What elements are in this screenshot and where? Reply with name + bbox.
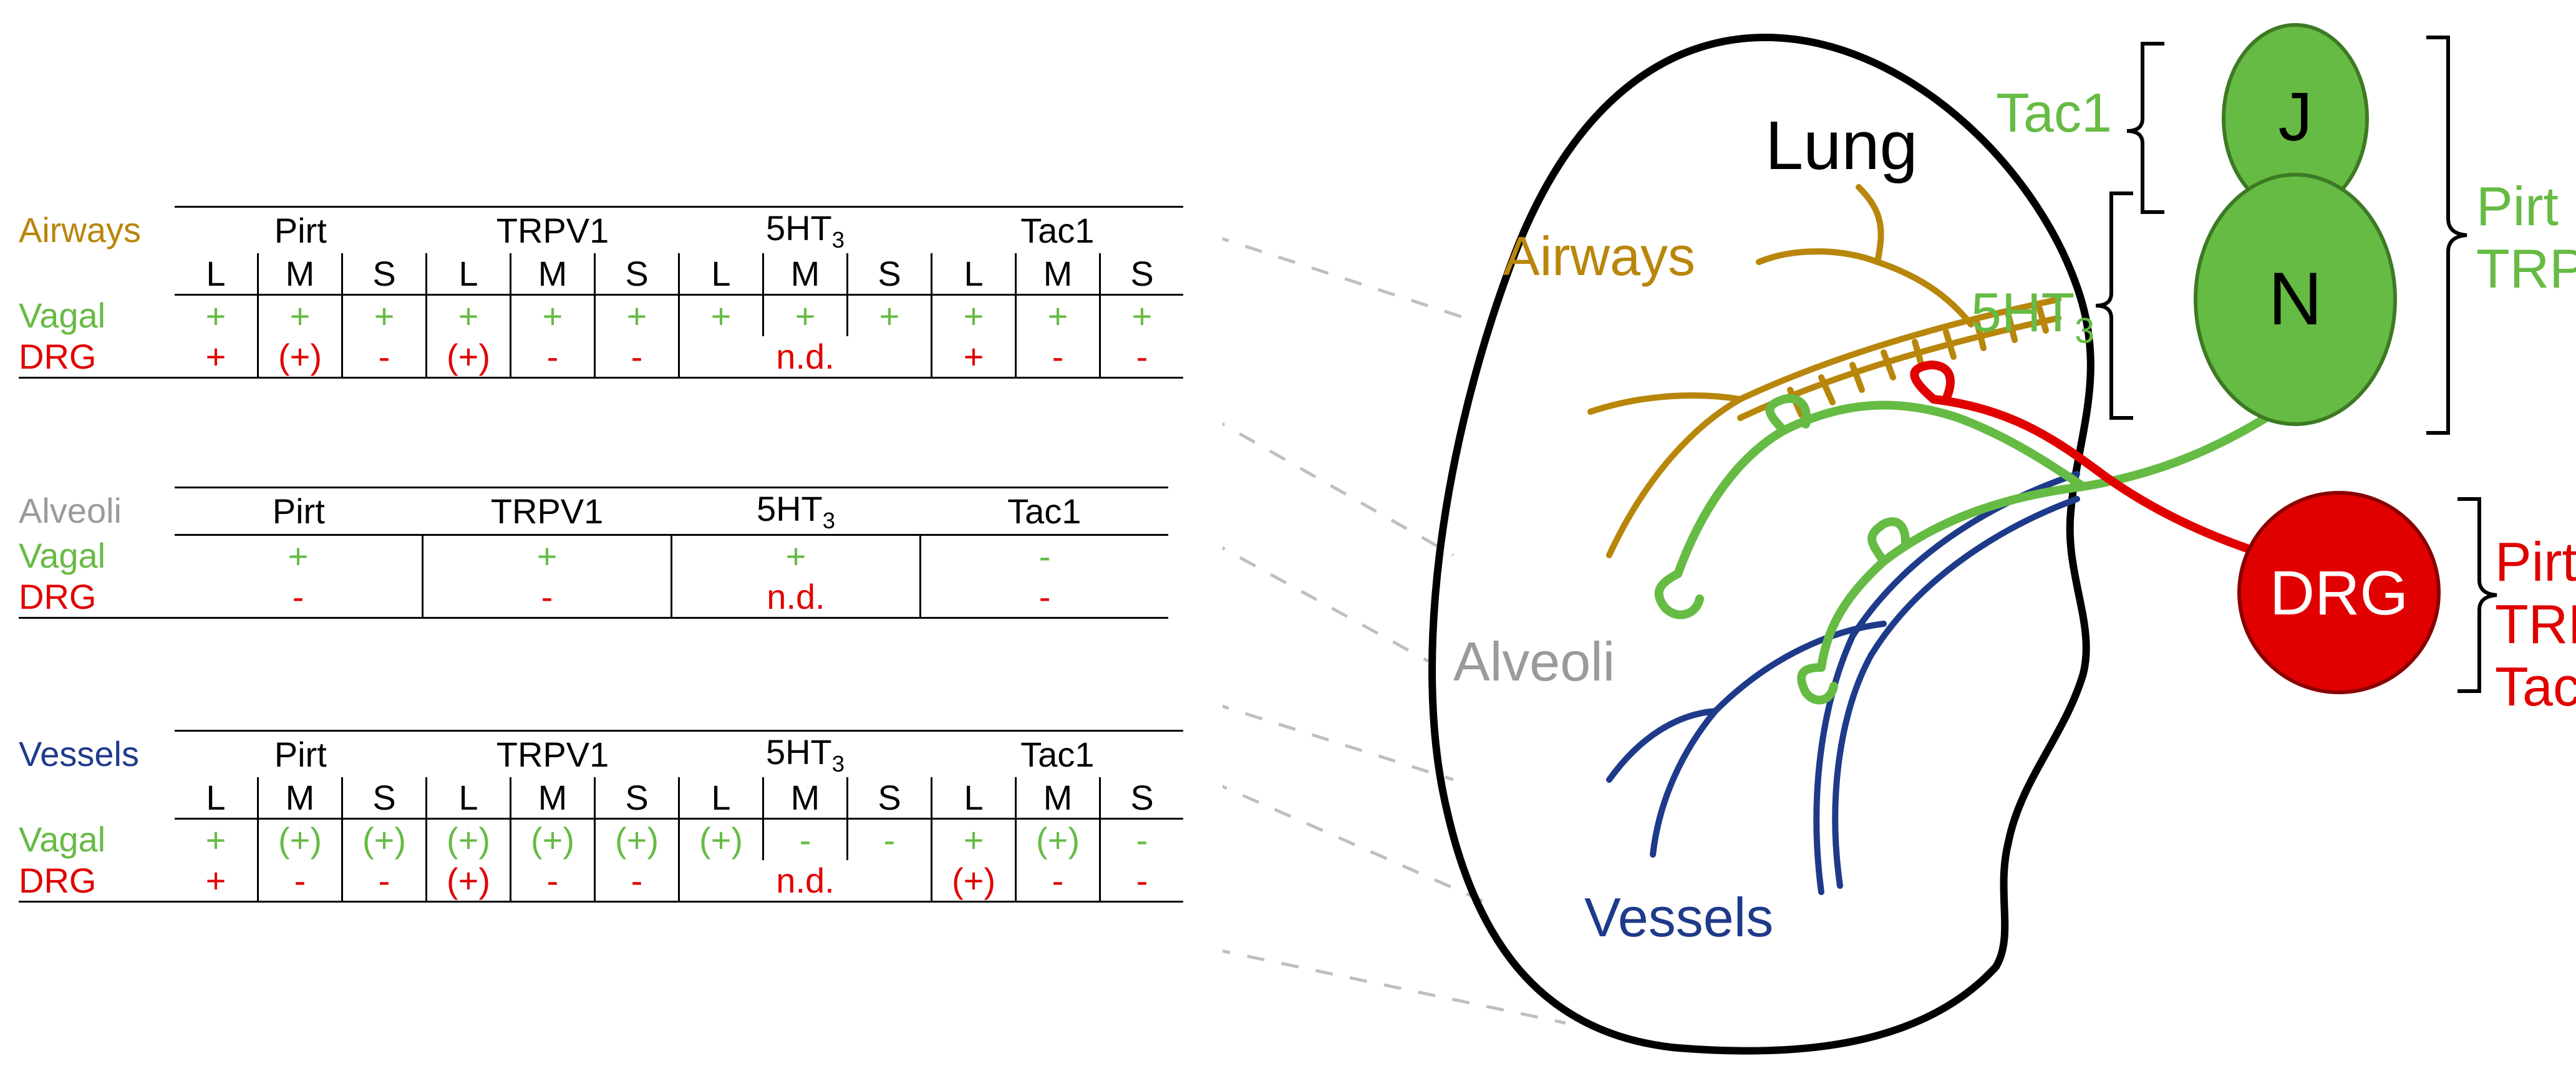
airways-label: Airways — [1503, 225, 1695, 288]
alveoli-label: Alveoli — [1453, 630, 1615, 694]
right-top-2: TRPV1 — [2476, 237, 2576, 301]
projection-lines — [1223, 225, 1566, 1023]
ganglion-j-label: J — [2278, 79, 2313, 155]
vessel-lines — [1609, 474, 2077, 892]
right-bot-3: Tac1 — [2495, 655, 2576, 719]
table-alveoli: AlveoliPirtTRPV15HT3Tac1Vagal+++-DRG--n.… — [19, 487, 1168, 619]
right-bot-1: Pirt — [2495, 530, 2576, 594]
ganglion-n-label: N — [2269, 257, 2323, 341]
drg-label: DRG — [2270, 558, 2408, 628]
tac1-label: Tac1 — [1996, 81, 2112, 145]
lung-label: Lung — [1765, 106, 1918, 185]
table-vessels: VesselsPirtTRPV15HT3Tac1LMSLMSLMSLMSVaga… — [19, 730, 1183, 903]
drg-ganglion: DRG — [2239, 493, 2439, 692]
right-top-1: Pirt — [2476, 175, 2559, 238]
page-root: AirwaysPirtTRPV15HT3Tac1LMSLMSLMSLMSVaga… — [0, 0, 2576, 1071]
right-bot-2: TRPV1 — [2495, 593, 2576, 656]
table-airways: AirwaysPirtTRPV15HT3Tac1LMSLMSLMSLMSVaga… — [19, 206, 1183, 379]
vessels-label: Vessels — [1584, 886, 1773, 949]
lung-diagram: J N DRG Lung Airways Alveoli — [1223, 0, 2576, 1071]
5ht3-label: 5HT3 — [1971, 281, 2094, 352]
vagal-ganglia: J N — [2196, 25, 2395, 424]
